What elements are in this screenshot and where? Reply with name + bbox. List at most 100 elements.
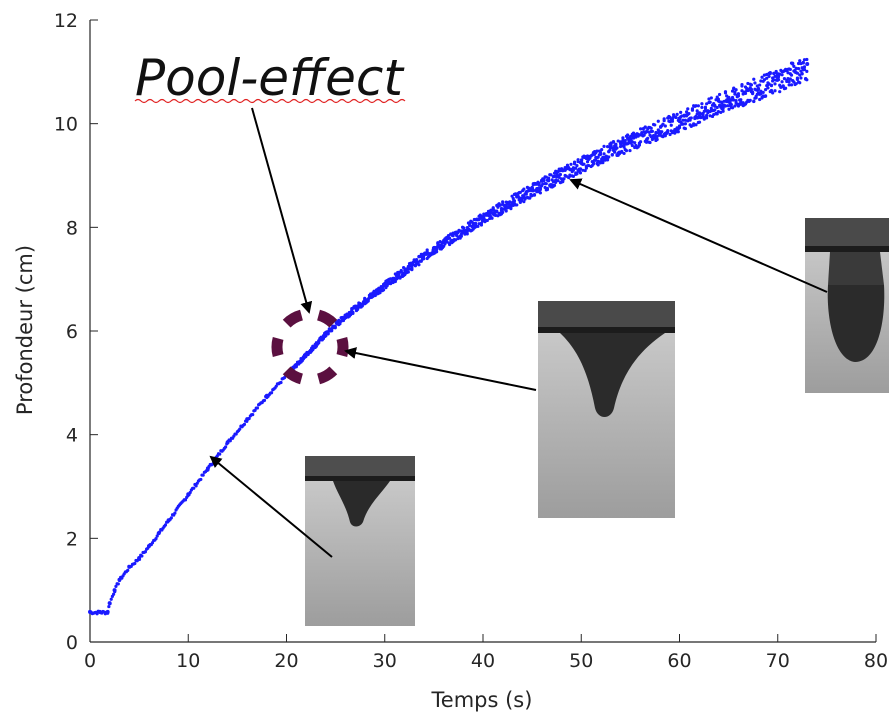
scatter-point xyxy=(788,77,792,81)
data-point xyxy=(146,544,151,549)
scatter-point xyxy=(717,100,722,104)
scatter-point xyxy=(734,88,738,92)
scatter-point xyxy=(722,99,726,103)
scatter-point xyxy=(648,140,652,145)
scatter-point xyxy=(628,148,632,153)
scatter-point xyxy=(600,148,604,152)
scatter-point xyxy=(446,233,451,238)
data-point xyxy=(88,609,92,614)
scatter-point xyxy=(802,65,807,69)
scatter-point xyxy=(447,236,452,240)
scatter-point xyxy=(445,240,449,244)
scatter-point xyxy=(627,141,631,145)
scatter-point xyxy=(787,83,791,87)
scatter-point xyxy=(655,137,659,142)
inset-3-arrow xyxy=(569,178,828,293)
scatter-point xyxy=(689,116,693,120)
scatter-point xyxy=(702,117,706,121)
data-point xyxy=(363,297,368,302)
scatter-point xyxy=(490,216,494,220)
scatter-point xyxy=(602,144,606,148)
scatter-point xyxy=(772,78,776,82)
scatter-point xyxy=(279,380,283,385)
x-tick-label: 60 xyxy=(667,650,691,672)
data-point xyxy=(112,588,117,593)
scatter-point xyxy=(544,182,548,186)
scatter-point xyxy=(578,167,583,171)
scatter-point xyxy=(748,98,752,102)
scatter-point xyxy=(759,79,763,83)
scatter-point xyxy=(668,132,672,137)
scatter-point xyxy=(602,152,606,156)
scatter-point xyxy=(660,130,664,134)
scatter-point xyxy=(443,242,447,246)
scatter-series xyxy=(88,57,810,616)
scatter-point xyxy=(636,134,640,138)
inset-2-arrow xyxy=(344,347,537,391)
scatter-point xyxy=(417,263,421,267)
scatter-point xyxy=(784,86,788,90)
scatter-point xyxy=(686,107,690,111)
scatter-point xyxy=(541,182,545,186)
scatter-point xyxy=(192,486,196,490)
scatter-point xyxy=(760,75,764,79)
scatter-point xyxy=(699,115,703,120)
scatter-point xyxy=(621,140,625,145)
scatter-point xyxy=(201,473,205,477)
scatter-point xyxy=(781,84,785,88)
scatter-point xyxy=(545,187,550,192)
data-point xyxy=(245,417,250,422)
scatter-point xyxy=(581,168,585,172)
scatter-point xyxy=(512,199,517,203)
data-point xyxy=(805,62,810,67)
scatter-point xyxy=(719,104,723,108)
y-tick-label: 12 xyxy=(54,10,78,32)
scatter-point xyxy=(703,108,708,113)
scatter-point xyxy=(732,86,736,90)
scatter-point xyxy=(228,439,232,443)
scatter-point xyxy=(638,127,643,131)
scatter-point xyxy=(773,82,777,86)
scatter-point xyxy=(569,162,573,166)
x-axis-title: Temps (s) xyxy=(431,688,533,712)
pool-effect-underline xyxy=(134,98,406,104)
scatter-point xyxy=(705,102,709,106)
scatter-point xyxy=(663,124,667,128)
scatter-point xyxy=(705,116,709,120)
scatter-point xyxy=(740,82,744,87)
scatter-point xyxy=(753,81,757,85)
data-point xyxy=(323,331,328,336)
scatter-point xyxy=(114,584,118,588)
scatter-point xyxy=(598,161,603,165)
scatter-point xyxy=(649,126,653,130)
scatter-point xyxy=(802,67,807,72)
y-tick-label: 8 xyxy=(66,217,78,239)
scatter-point xyxy=(143,550,148,554)
data-point xyxy=(137,556,142,561)
scatter-point xyxy=(801,60,805,64)
scatter-point xyxy=(223,445,228,449)
inset-photo-1 xyxy=(305,456,415,626)
scatter-point xyxy=(476,224,480,228)
scatter-point xyxy=(558,172,563,177)
scatter-point xyxy=(661,122,665,126)
data-point xyxy=(343,313,348,318)
scatter-point xyxy=(756,87,761,91)
scatter-point xyxy=(556,178,560,183)
scatter-point xyxy=(532,193,537,197)
scatter-point xyxy=(552,183,557,187)
scatter-point xyxy=(752,99,756,103)
data-point xyxy=(97,609,102,614)
x-tick-label: 80 xyxy=(864,650,888,672)
scatter-point xyxy=(733,104,737,108)
scatter-point xyxy=(473,222,478,226)
scatter-point xyxy=(681,118,685,122)
scatter-point xyxy=(740,89,744,93)
scatter-point xyxy=(572,162,577,166)
scatter-point xyxy=(739,98,743,102)
data-point xyxy=(127,564,132,569)
scatter-point xyxy=(730,106,735,110)
scatter-point xyxy=(736,92,741,96)
scatter-point xyxy=(643,125,647,129)
